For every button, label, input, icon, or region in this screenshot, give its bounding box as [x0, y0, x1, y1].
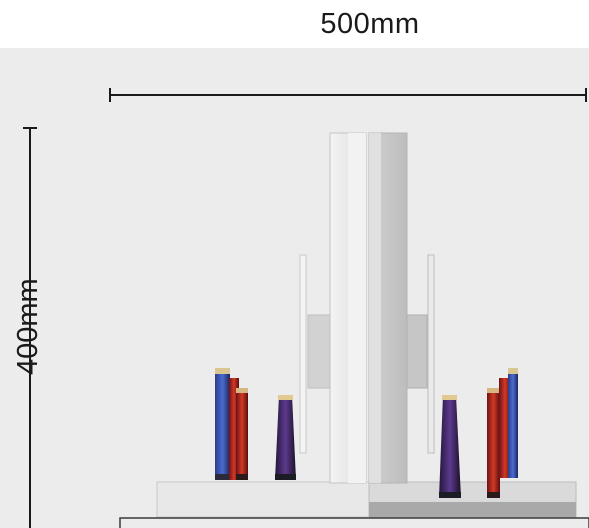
spool-dark-red-left	[236, 388, 248, 480]
right-glass-fin	[427, 254, 435, 454]
right-spools	[439, 368, 518, 498]
height-dimension-line	[23, 127, 37, 528]
base-plate-left	[156, 481, 370, 518]
bottom-frame	[119, 517, 589, 528]
spool-blue	[215, 368, 230, 480]
spool-blue-right	[508, 368, 518, 478]
left-glass-fin	[299, 254, 307, 454]
spool-red-left	[229, 378, 239, 480]
left-spools	[215, 368, 296, 480]
width-dimension-label: 500mm	[320, 8, 420, 40]
spool-dark-red-right	[487, 388, 500, 498]
center-panel-right-edge	[369, 133, 381, 483]
base-plate-right-shadow	[369, 502, 576, 517]
center-panel-left-edge	[348, 133, 366, 483]
spool-purple-right	[439, 395, 461, 498]
right-side-bracket	[406, 314, 428, 389]
width-dimension-line	[109, 88, 587, 102]
left-side-bracket	[307, 314, 331, 389]
top-margin	[0, 0, 589, 48]
spool-purple-left	[275, 395, 296, 480]
